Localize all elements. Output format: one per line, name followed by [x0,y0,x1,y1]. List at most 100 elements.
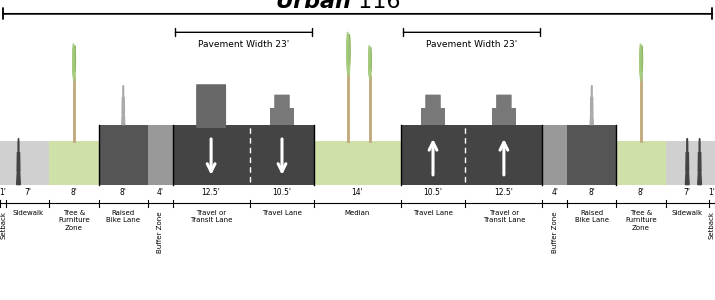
Circle shape [73,50,74,78]
Circle shape [73,49,74,75]
Bar [250,124,315,184]
Bar [543,124,567,184]
Bar [315,141,400,184]
Circle shape [370,47,371,72]
Circle shape [369,50,370,74]
Text: Median: Median [345,210,370,216]
Circle shape [347,44,349,69]
Circle shape [641,55,642,79]
Polygon shape [122,97,124,113]
Bar [492,109,516,124]
Text: Sidewalk: Sidewalk [12,210,44,216]
Bar [99,124,148,184]
Text: 10.5': 10.5' [423,188,443,197]
Circle shape [640,49,641,75]
Text: Travel Lane: Travel Lane [413,210,453,216]
Bar [148,124,172,184]
Circle shape [347,46,349,69]
Circle shape [640,51,641,71]
Circle shape [18,139,19,154]
Circle shape [73,46,75,81]
Text: Pavement Width 23': Pavement Width 23' [198,40,289,50]
Bar [420,109,445,124]
Text: 4': 4' [157,188,164,197]
Circle shape [591,85,592,99]
Text: 12.5': 12.5' [495,188,513,197]
Polygon shape [698,171,701,184]
Bar [616,141,666,184]
Polygon shape [17,152,20,171]
Circle shape [369,49,370,69]
Circle shape [348,34,350,65]
Bar [465,124,543,184]
Text: Urban: Urban [275,0,351,11]
Circle shape [347,37,349,60]
Circle shape [73,59,74,77]
Text: 7': 7' [24,188,31,197]
Circle shape [640,50,641,78]
Text: Setback: Setback [709,211,715,239]
Circle shape [369,51,370,74]
Circle shape [369,47,370,80]
Text: 4': 4' [551,188,558,197]
Circle shape [347,43,349,64]
Circle shape [369,47,370,67]
Polygon shape [686,171,689,184]
Text: Sidewalk: Sidewalk [671,210,703,216]
Circle shape [74,46,75,73]
Circle shape [370,56,371,77]
Circle shape [347,50,348,71]
Bar [6,141,49,184]
Circle shape [369,52,370,70]
FancyBboxPatch shape [275,94,290,111]
Circle shape [348,46,350,74]
Text: Travel Lane: Travel Lane [262,210,302,216]
Bar [567,124,616,184]
Text: 1': 1' [0,188,6,197]
Text: 116’: 116’ [351,0,408,11]
Text: 1': 1' [709,188,715,197]
Bar [0,141,6,184]
Text: Tree &
Furniture
Zone: Tree & Furniture Zone [625,210,657,231]
Circle shape [641,46,643,71]
Text: 8': 8' [71,188,77,197]
Circle shape [73,51,74,71]
Circle shape [641,51,642,69]
Text: Tree &
Furniture
Zone: Tree & Furniture Zone [58,210,90,231]
Circle shape [73,47,74,69]
Polygon shape [16,171,20,184]
Text: 8': 8' [120,188,127,197]
Bar [400,124,465,184]
Text: Raised
Bike Lane: Raised Bike Lane [107,210,140,224]
Circle shape [347,35,349,59]
Circle shape [369,46,370,68]
Bar [709,141,715,184]
Circle shape [348,40,349,62]
Circle shape [640,46,642,81]
Bar [270,109,295,124]
Circle shape [687,139,688,154]
Circle shape [347,41,348,64]
Circle shape [73,50,74,75]
Text: 14': 14' [352,188,363,197]
Circle shape [347,43,349,65]
Text: Pavement Width 23': Pavement Width 23' [426,40,517,50]
Circle shape [640,59,641,77]
Text: 12.5': 12.5' [202,188,220,197]
Circle shape [347,36,349,62]
Circle shape [74,51,75,69]
Bar [172,124,250,184]
FancyBboxPatch shape [196,84,226,128]
Circle shape [348,34,350,67]
Circle shape [74,55,75,79]
Circle shape [123,85,124,99]
Circle shape [347,32,348,62]
Circle shape [347,40,349,69]
Text: Setback: Setback [0,211,6,239]
Circle shape [369,50,370,67]
FancyBboxPatch shape [425,94,440,111]
Bar [666,141,709,184]
Text: Travel or
Transit Lane: Travel or Transit Lane [483,210,525,224]
Circle shape [347,42,349,70]
Text: Buffer Zone: Buffer Zone [552,211,558,253]
